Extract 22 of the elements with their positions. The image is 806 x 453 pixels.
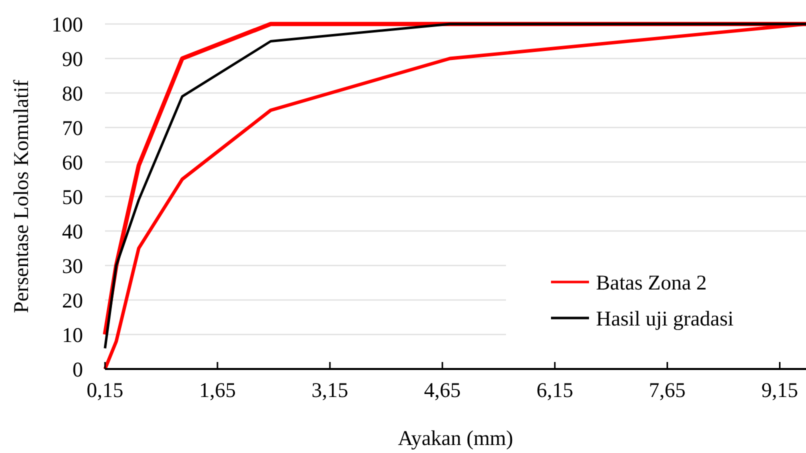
y-tick-label: 70 [62,116,83,140]
y-tick-label: 40 [62,219,83,244]
x-tick-label: 6,15 [536,378,574,402]
y-tick-label: 0 [72,357,83,382]
y-tick-label: 10 [62,322,83,347]
y-tick-label: 80 [62,81,83,106]
x-tick-label: 4,65 [424,378,461,402]
x-tick-label: 7,65 [648,378,686,402]
legend-label: Hasil uji gradasi [596,306,734,330]
x-tick-label: 3,15 [312,378,348,402]
y-tick-label: 50 [62,184,83,209]
x-tick-label: 9,15 [761,378,798,402]
y-tick-label: 100 [52,12,83,36]
y-tick-label: 60 [62,150,83,174]
legend-label: Batas Zona 2 [596,270,707,294]
y-axis-title: Persentase Lolos Komulatif [9,80,33,314]
x-tick-label: 0,15 [86,378,124,402]
x-tick-label: 1,65 [199,378,236,402]
y-tick-label: 30 [62,254,83,278]
y-tick-label: 90 [62,46,83,71]
y-tick-label: 20 [62,288,83,312]
x-axis-title: Ayakan (mm) [398,426,514,450]
